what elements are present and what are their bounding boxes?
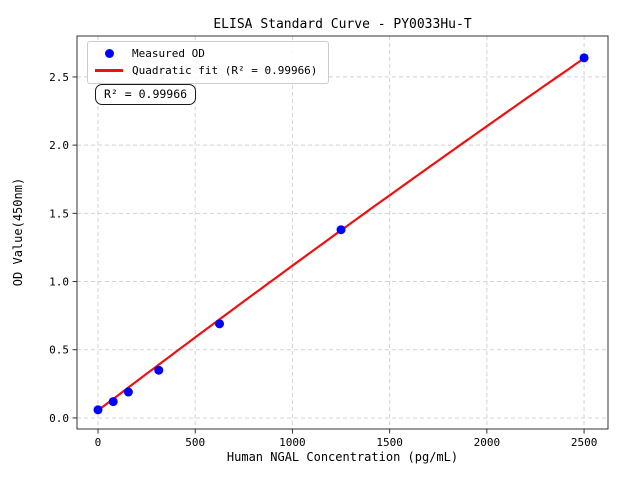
y-tick-label: 1.5 xyxy=(49,207,69,220)
x-tick-label: 500 xyxy=(185,436,205,449)
quadratic-fit-line-icon xyxy=(95,69,123,72)
y-tick-label: 0.5 xyxy=(49,344,69,357)
quadratic-fit-line xyxy=(97,57,585,412)
data-point xyxy=(579,53,589,63)
data-point xyxy=(336,225,346,235)
y-tick-label: 0.0 xyxy=(49,412,69,425)
measured-od-dot-icon xyxy=(104,49,114,58)
legend-label-measured-od: Measured OD xyxy=(132,47,205,60)
axes-layer xyxy=(72,35,609,434)
legend: Measured OD Quadratic fit (R² = 0.99966) xyxy=(87,41,330,84)
x-tick-label: 2500 xyxy=(571,436,598,449)
data-layer xyxy=(93,53,589,415)
x-tick-label: 2000 xyxy=(474,436,501,449)
grid-layer xyxy=(77,36,608,429)
legend-entry-measured-od: Measured OD xyxy=(95,47,317,60)
x-tick-label: 0 xyxy=(95,436,102,449)
data-point xyxy=(215,319,225,329)
x-tick-label: 1000 xyxy=(279,436,306,449)
data-point xyxy=(108,397,118,407)
y-tick-label: 2.5 xyxy=(49,71,69,84)
y-tick-label: 2.0 xyxy=(49,139,69,152)
r-squared-annotation: R² = 0.99966 xyxy=(95,84,197,105)
chart-title: ELISA Standard Curve - PY0033Hu-T xyxy=(213,17,471,32)
data-point xyxy=(123,387,133,397)
data-point xyxy=(154,365,164,375)
legend-entry-quadratic-fit: Quadratic fit (R² = 0.99966) xyxy=(95,64,317,77)
x-axis-label: Human NGAL Concentration (pg/mL) xyxy=(227,450,458,464)
x-tick-label: 1500 xyxy=(376,436,403,449)
data-point xyxy=(93,405,103,415)
tick-label-layer: 0 500 1000 1500 2000 2500 0.0 0.5 1.0 1.5 2.0 2.5 xyxy=(49,71,597,449)
plot-border xyxy=(76,35,609,430)
y-axis-label: OD Value(450nm) xyxy=(11,178,25,286)
legend-label-quadratic-fit: Quadratic fit (R² = 0.99966) xyxy=(132,64,318,77)
y-tick-label: 1.0 xyxy=(49,276,69,289)
